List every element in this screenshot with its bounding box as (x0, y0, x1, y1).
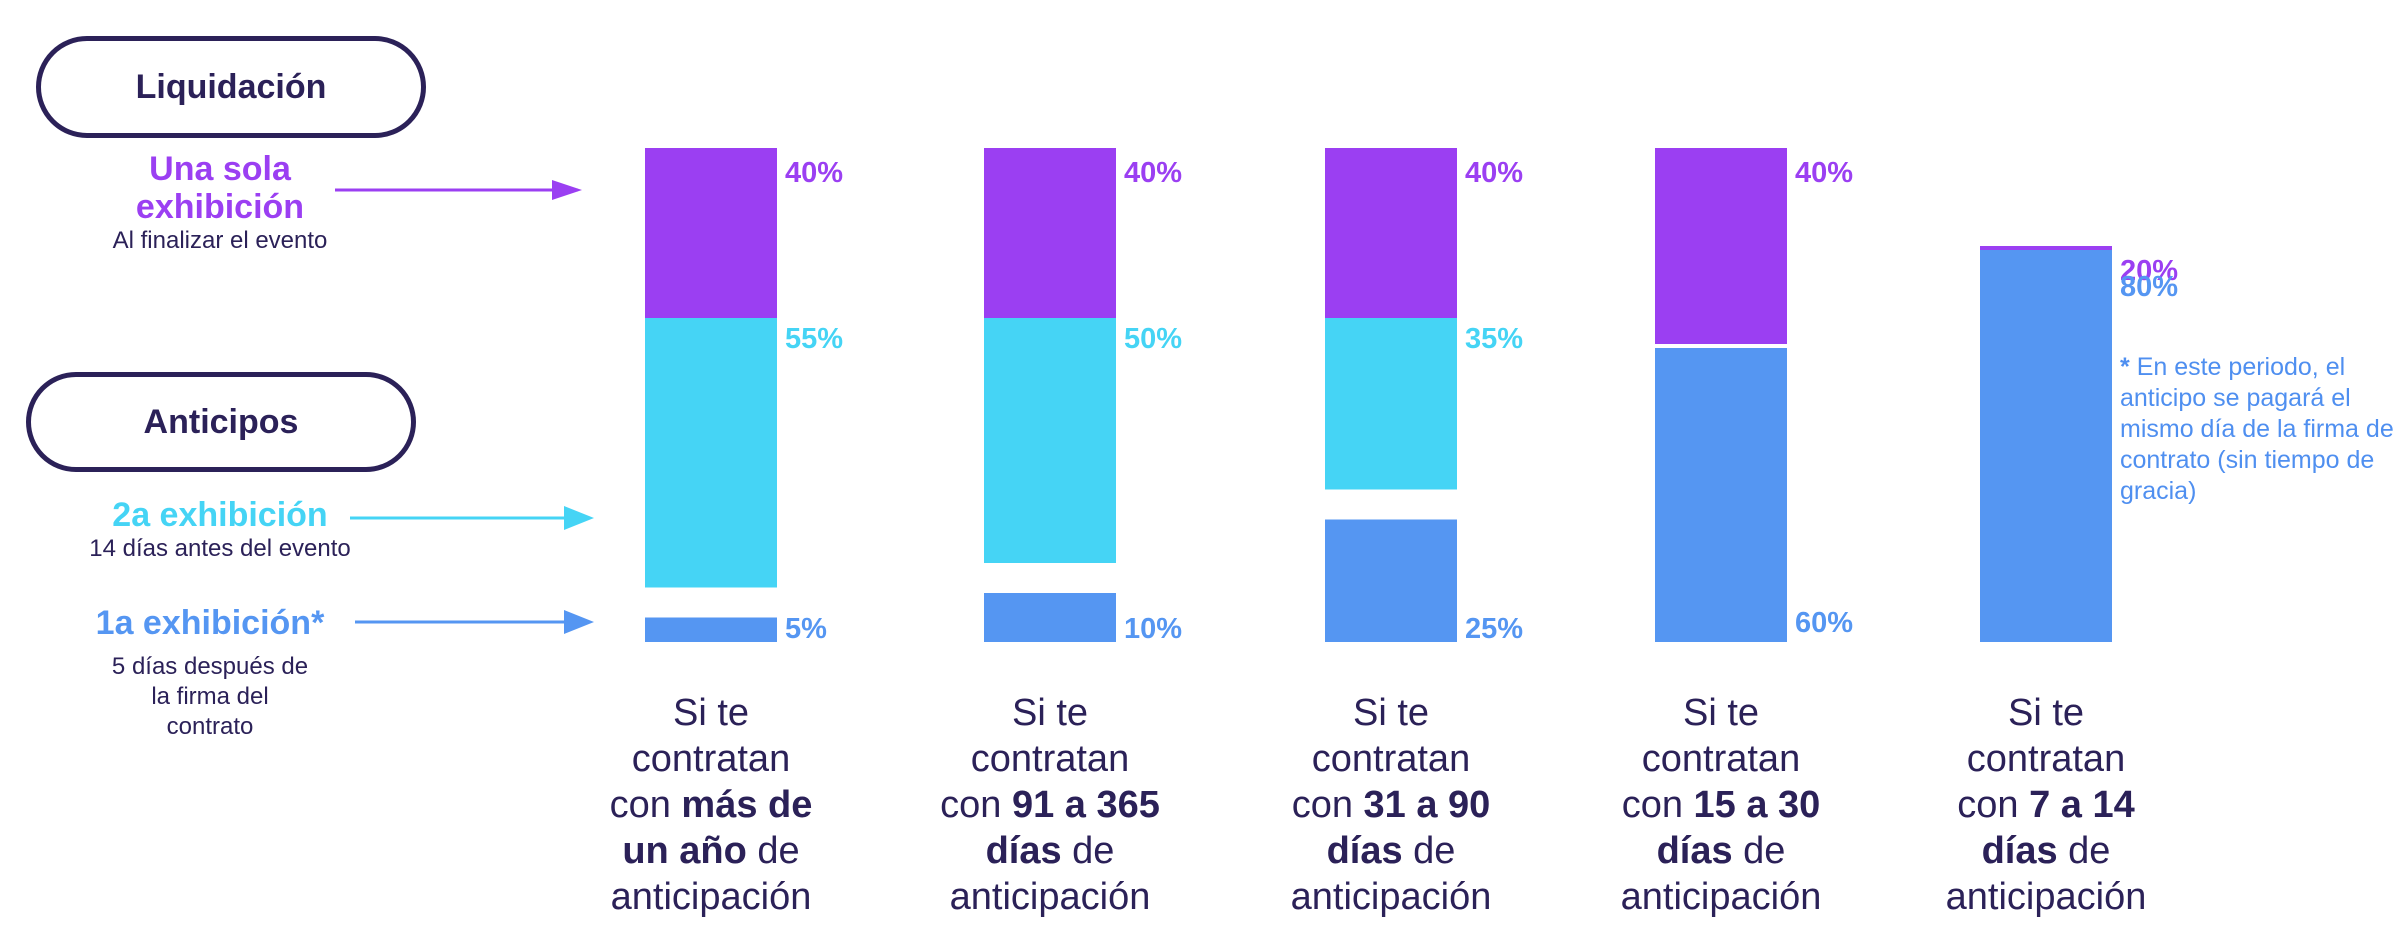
category-caption-3: Si te contratan con 15 a 30 días de anticipa… (1620, 692, 1822, 918)
label-primera-0: 5% (785, 613, 827, 645)
liquidacion-pill: Liquidación (36, 36, 426, 138)
category-caption-0: Si te contratan con más de un año de anticip… (609, 692, 813, 918)
bar-segunda-1 (984, 318, 1116, 563)
anticipos-pill: Anticipos (26, 372, 416, 472)
anticipos-label: Anticipos (143, 402, 299, 441)
first-payment-sub: 5 días después de la firma del contrato (111, 653, 309, 740)
category-caption-4: Si te contratan con 7 a 14 días de anticipac… (1945, 692, 2147, 918)
bar-liquidacion-1 (984, 148, 1116, 344)
label-segunda-1: 50% (1124, 323, 1182, 355)
first-payment-label: 1a exhibición* 5 días después de la firm… (60, 604, 360, 742)
bar-liquidacion-3 (1655, 148, 1787, 344)
label-liquidacion-4: 20% (2120, 255, 2178, 287)
second-payment-title: 2a exhibición (112, 496, 328, 534)
bar-liquidacion-2 (1325, 148, 1457, 344)
single-payment-arrowhead (552, 180, 582, 200)
bar-segunda-0 (645, 318, 777, 588)
bar-primera-1 (984, 593, 1116, 642)
label-primera-4: 80% (2120, 271, 2178, 303)
first-payment-arrowhead (564, 610, 594, 634)
category-caption-1: Si te contratan con 91 a 365 días de anticip… (940, 692, 1160, 918)
label-liquidacion-0: 40% (785, 157, 843, 189)
first-payment-title: 1a exhibición* (95, 604, 325, 642)
second-payment-label: 2a exhibición 14 días antes del evento (40, 496, 400, 564)
bar-liquidacion-0 (645, 148, 777, 344)
second-payment-arrowhead (564, 506, 594, 530)
label-segunda-2: 35% (1465, 323, 1523, 355)
bar-segunda-2 (1325, 318, 1457, 490)
label-primera-2: 25% (1465, 613, 1523, 645)
single-payment-label: Una sola exhibición Al finalizar el even… (60, 150, 380, 256)
liquidacion-label: Liquidación (135, 67, 327, 106)
bar-primera-0 (645, 617, 777, 642)
single-payment-sub: Al finalizar el evento (112, 227, 328, 254)
footnote: * En este periodo, el anticipo se pagará… (2120, 352, 2400, 507)
bar-primera-3 (1655, 348, 1787, 642)
footnote-star: * (2120, 353, 2130, 381)
label-primera-1: 10% (1124, 613, 1182, 645)
label-liquidacion-2: 40% (1465, 157, 1523, 189)
label-primera-3: 60% (1795, 607, 1853, 639)
label-liquidacion-3: 40% (1795, 157, 1853, 189)
category-caption-2: Si te contratan con 31 a 90 días de anticipa… (1290, 692, 1492, 918)
label-segunda-0: 55% (785, 323, 843, 355)
bar-primera-2 (1325, 519, 1457, 642)
single-payment-title: Una sola exhibición (135, 150, 305, 226)
bar-primera-4 (1980, 250, 2112, 642)
second-payment-sub: 14 días antes del evento (89, 535, 351, 562)
label-liquidacion-1: 40% (1124, 157, 1182, 189)
footnote-text: En este periodo, el anticipo se pagará e… (2120, 353, 2394, 505)
